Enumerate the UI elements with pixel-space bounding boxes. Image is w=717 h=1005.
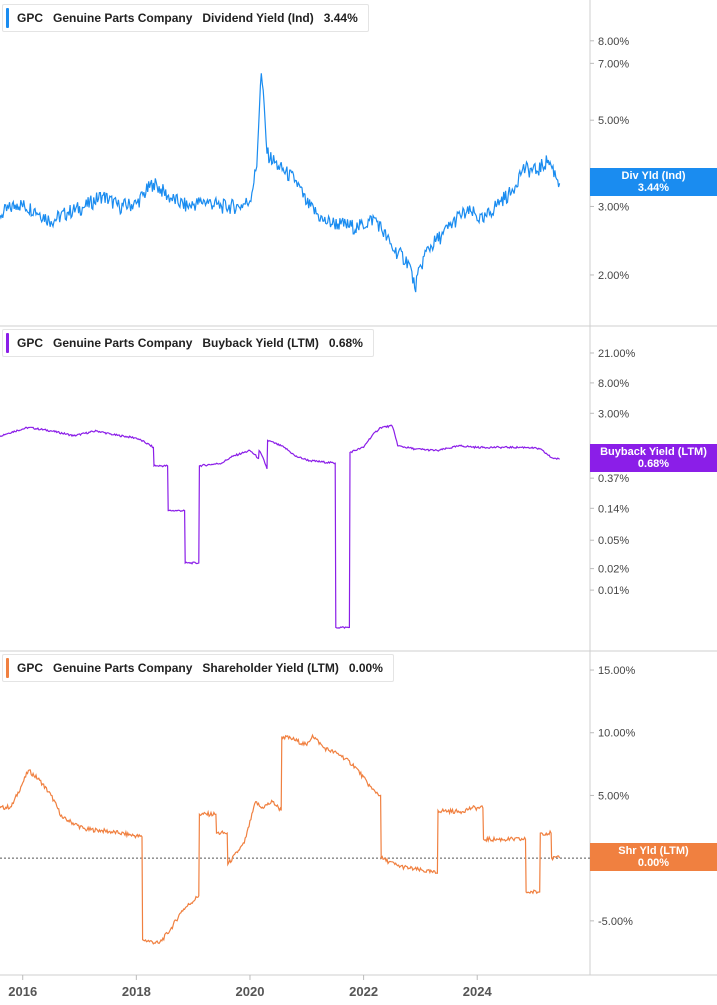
x-tick-label: 2016: [8, 984, 37, 999]
y-tick-label: 3.00%: [598, 201, 629, 213]
value-tag-shareholder: Shr Yld (LTM) 0.00%: [590, 843, 717, 872]
y-tick-label: 5.00%: [598, 115, 629, 127]
y-tick-label: 8.00%: [598, 378, 629, 390]
legend-metric: Dividend Yield (Ind): [202, 11, 314, 25]
x-tick-label: 2020: [236, 984, 265, 999]
value-tag-name: Shr Yld (LTM): [618, 845, 689, 858]
y-tick-label: 2.00%: [598, 270, 629, 282]
y-tick-label: 0.02%: [598, 564, 629, 576]
value-tag-value: 0.68%: [637, 458, 670, 471]
legend-ticker: GPC: [17, 336, 44, 350]
value-tag-buyback: Buyback Yield (LTM) 0.68%: [590, 444, 717, 473]
y-tick-label: 10.00%: [598, 728, 636, 740]
y-tick-label: 0.05%: [598, 535, 629, 547]
value-tag-value: 0.00%: [637, 857, 670, 870]
legend-buyback: GPC Genuine Parts Company Buyback Yield …: [2, 329, 374, 357]
x-tick-label: 2022: [349, 984, 378, 999]
y-tick-label: 7.00%: [598, 58, 629, 70]
y-tick-label: 0.14%: [598, 503, 629, 515]
legend-value: 0.00%: [348, 661, 383, 675]
legend-swatch-shareholder: [6, 658, 9, 678]
legend-dividend: GPC Genuine Parts Company Dividend Yield…: [2, 4, 369, 32]
legend-metric: Buyback Yield (LTM): [202, 336, 319, 350]
y-tick-label: 8.00%: [598, 36, 629, 48]
x-tick-label: 2018: [122, 984, 151, 999]
legend-company: Genuine Parts Company: [53, 336, 193, 350]
legend-swatch-buyback: [6, 333, 9, 353]
legend-company: Genuine Parts Company: [53, 661, 193, 675]
value-tag-dividend: Div Yld (Ind) 3.44%: [590, 168, 717, 197]
legend-metric: Shareholder Yield (LTM): [202, 661, 339, 675]
series-line-buyback: [0, 424, 560, 629]
y-tick-label: 0.01%: [598, 585, 629, 597]
legend-ticker: GPC: [17, 661, 44, 675]
legend-value: 3.44%: [323, 11, 358, 25]
legend-swatch-dividend: [6, 8, 9, 28]
ticks-layer: 2.00% 3.00% 5.00% 7.00% 8.00% 0.01% 0.02% 0.05%…: [8, 36, 635, 999]
y-tick-label: -5.00%: [598, 916, 633, 928]
legend-shareholder: GPC Genuine Parts Company Shareholder Yi…: [2, 654, 394, 682]
value-tag-name: Div Yld (Ind): [621, 170, 686, 183]
lines-layer: [0, 73, 561, 945]
legend-value: 0.68%: [328, 336, 363, 350]
y-tick-label: 15.00%: [598, 665, 636, 677]
series-line-dividend: [0, 73, 561, 293]
y-tick-label: 21.00%: [598, 348, 636, 360]
legend-ticker: GPC: [17, 11, 44, 25]
y-tick-label: 3.00%: [598, 408, 629, 420]
y-tick-label: 5.00%: [598, 790, 629, 802]
series-line-shareholder: [0, 733, 561, 945]
x-tick-label: 2024: [463, 984, 493, 999]
value-tag-name: Buyback Yield (LTM): [600, 446, 707, 459]
value-tag-value: 3.44%: [637, 182, 670, 195]
legend-company: Genuine Parts Company: [53, 11, 193, 25]
y-tick-label: 0.37%: [598, 473, 629, 485]
